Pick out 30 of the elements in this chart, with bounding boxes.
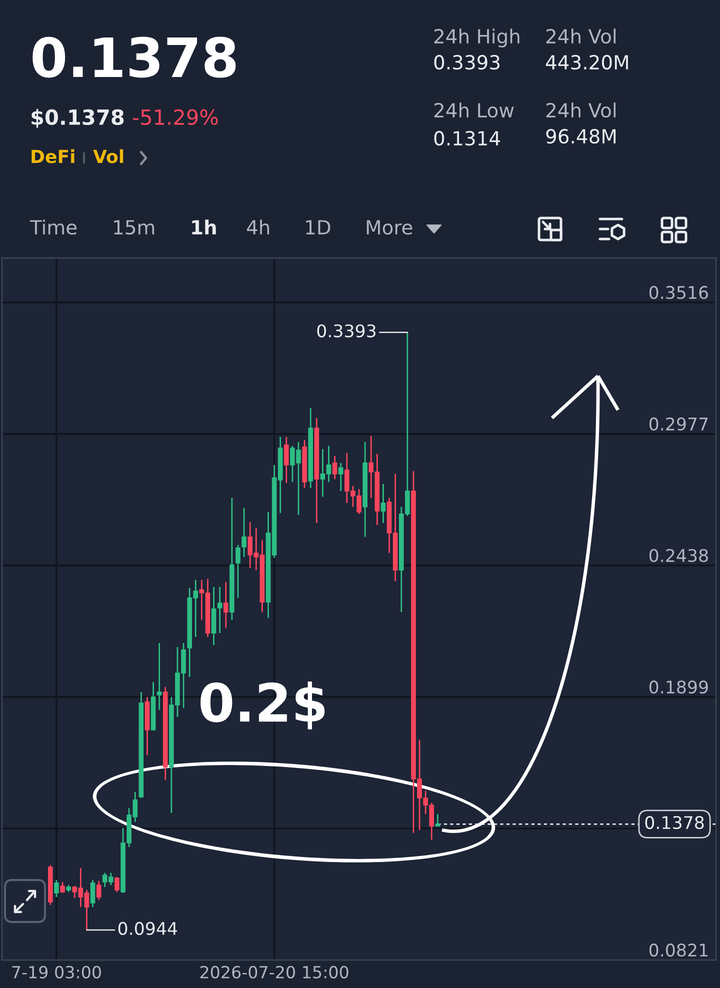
text: $0.1378 <box>32 108 124 128</box>
y-tick-label: 0.3516 <box>649 286 708 300</box>
x-tick-label: 2026-07-20 15:00 <box>200 966 348 978</box>
y-tick-label: 0.2438 <box>649 548 708 562</box>
text: 24h High <box>434 28 520 48</box>
text: 1h <box>192 220 216 234</box>
annotation: 0.2$ <box>200 681 325 730</box>
text: DeFi <box>32 149 74 164</box>
text: 15m <box>114 220 154 235</box>
text: Time <box>30 220 77 235</box>
y-tick-label: 0.2977 <box>649 417 708 431</box>
annotation: 0.0944 <box>118 922 178 936</box>
text: 0.3393 <box>434 54 500 70</box>
text: 24h Vol <box>546 102 616 118</box>
text: 1D <box>306 220 330 234</box>
text: Vol <box>93 149 124 164</box>
text: More <box>366 220 412 235</box>
text: 0.1314 <box>434 130 500 146</box>
text: 24h Low <box>434 102 514 118</box>
ref-line-label: 0.1378 <box>645 816 704 830</box>
y-tick-label: 0.0821 <box>649 944 708 957</box>
text: 24h Vol <box>546 28 616 44</box>
text: 4h <box>246 220 270 234</box>
text: 96.48M <box>546 128 616 144</box>
chart-title: 0.1378 <box>32 36 236 78</box>
annotation: 0.3393 <box>317 324 376 338</box>
text: 443.20M <box>546 54 628 70</box>
text: -51.29% <box>133 109 218 126</box>
y-tick-label: 0.1899 <box>649 680 708 694</box>
x-tick-label: 7-19 03:00 <box>12 966 101 978</box>
